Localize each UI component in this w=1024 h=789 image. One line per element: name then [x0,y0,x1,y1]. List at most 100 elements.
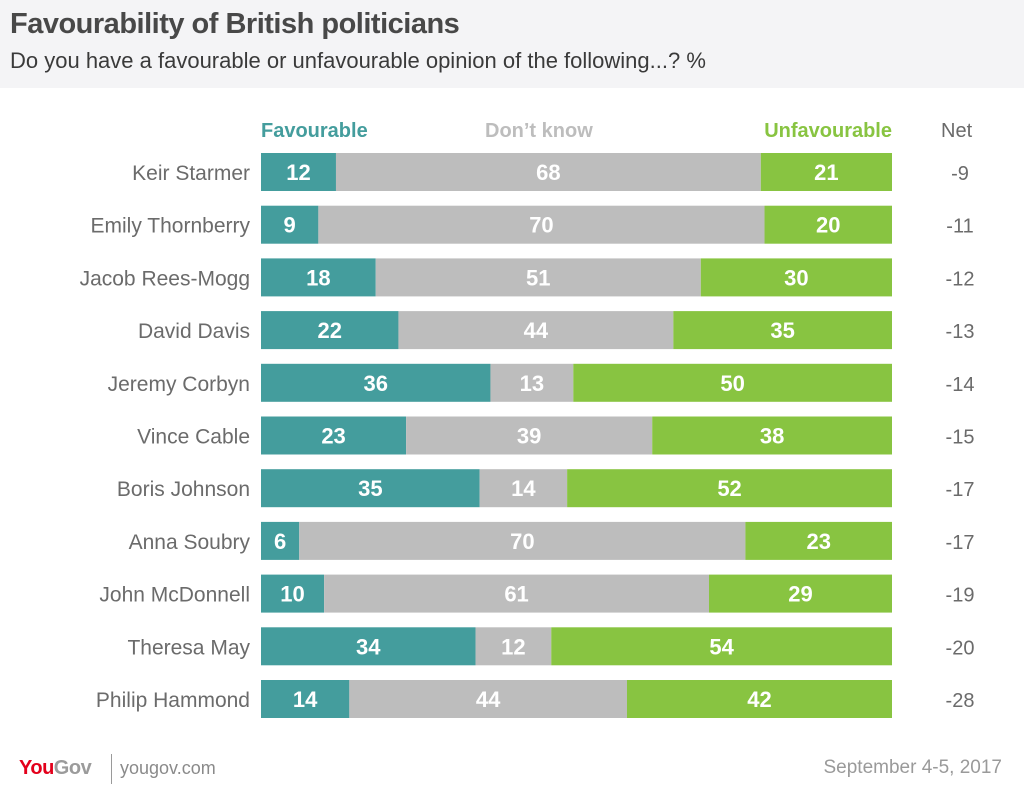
data-label-dont-know: 51 [526,265,550,290]
bar-segment-dont-know [324,574,710,613]
chart-title: Favourability of British politicians [10,8,460,40]
category-label: David Davis [138,320,250,343]
net-value: -9 [951,163,969,185]
data-label-dont-know: 13 [520,371,544,396]
bar-segment-unfavourable [673,311,892,350]
net-value: -17 [946,532,975,554]
data-label-unfavourable: 42 [747,687,771,712]
category-label: Boris Johnson [117,478,250,501]
bar-segment-favourable [261,680,350,718]
category-label: Jacob Rees-Mogg [80,267,250,290]
data-label-unfavourable: 35 [770,318,794,343]
bar-segment-favourable [261,258,376,297]
legend-dont-know: Don’t know [485,120,593,142]
net-value: -28 [946,690,975,712]
bar-row: David Davis 22 44 35 -13 [138,311,975,350]
bar-segment-favourable [261,574,325,613]
data-label-favourable: 23 [321,424,345,449]
category-label: John McDonnell [99,584,250,607]
data-label-dont-know: 70 [510,529,534,554]
data-label-dont-know: 14 [511,476,536,501]
bar-segment-dont-know [375,258,701,297]
net-value: -12 [946,268,975,290]
bar-row: Vince Cable 23 39 38 -15 [137,416,975,455]
data-label-favourable: 22 [317,318,341,343]
data-label-favourable: 12 [286,160,310,185]
bar-segment-unfavourable [652,416,892,455]
data-label-favourable: 9 [284,213,296,238]
bar-segment-dont-know [349,680,627,718]
bar-segment-favourable [261,153,336,191]
data-label-unfavourable: 54 [709,634,734,659]
bar-row: Boris Johnson 35 14 52 -17 [117,469,974,508]
data-label-dont-know: 12 [501,634,525,659]
data-label-favourable: 34 [356,634,381,659]
logo-you-text: You [19,757,54,779]
logo-gov-text: Gov [53,757,92,779]
bar-segment-dont-know [299,521,746,560]
bar-segment-unfavourable [760,153,892,191]
bar-row: Emily Thornberry 9 70 20 -11 [91,205,974,244]
category-label: Vince Cable [137,426,250,449]
bar-segment-favourable [261,311,399,350]
bar-segment-unfavourable [764,205,892,244]
data-label-unfavourable: 52 [717,476,741,501]
net-value: -20 [946,637,975,659]
data-label-dont-know: 39 [517,424,541,449]
bar-segment-unfavourable [567,469,892,508]
bar-row: Keir Starmer 12 68 21 -9 [132,153,969,191]
net-column-header: Net [941,120,973,142]
net-value: -13 [946,321,975,343]
legend-favourable: Favourable [261,120,368,142]
bar-segment-dont-know [318,205,765,244]
data-label-unfavourable: 29 [788,582,812,607]
header-band: Favourability of British politicians Do … [0,0,1024,88]
bar-segment-unfavourable [709,574,892,613]
bar-segment-dont-know [406,416,653,455]
data-label-unfavourable: 23 [806,529,830,554]
net-value: -19 [946,585,975,607]
bar-segment-dont-know [335,153,761,191]
net-value: -11 [946,216,973,238]
data-label-dont-know: 68 [536,160,560,185]
data-label-favourable: 35 [358,476,382,501]
data-label-favourable: 10 [280,582,304,607]
data-label-favourable: 36 [363,371,387,396]
data-label-favourable: 18 [306,265,330,290]
net-value: -14 [946,374,975,396]
bar-segment-favourable [261,627,476,666]
net-value: -15 [946,427,975,449]
data-label-unfavourable: 21 [814,160,838,185]
bar-segment-dont-know [490,363,574,402]
bar-row: Philip Hammond 14 44 42 -28 [96,680,975,718]
category-label: Anna Soubry [129,531,251,554]
bar-segment-unfavourable [700,258,892,297]
bar-segment-favourable [261,469,480,508]
category-label: Emily Thornberry [91,215,251,238]
bar-segment-dont-know [479,469,568,508]
yougov-logo: YouGov [19,757,92,780]
footer-url: yougov.com [120,758,216,778]
data-label-dont-know: 44 [524,318,549,343]
bar-segment-unfavourable [626,680,892,718]
bar-segment-favourable [261,363,491,402]
footer-divider [111,754,112,784]
data-label-dont-know: 44 [476,687,501,712]
category-label: Keir Starmer [132,162,250,185]
bar-row: Theresa May 34 12 54 -20 [127,627,975,666]
bar-segment-favourable [261,416,407,455]
bar-segment-favourable [261,521,300,560]
data-label-dont-know: 61 [504,582,528,607]
bar-segment-favourable [261,205,319,244]
data-label-unfavourable: 50 [720,371,744,396]
category-label: Jeremy Corbyn [108,373,250,396]
bar-row: Jeremy Corbyn 36 13 50 -14 [108,363,975,402]
bar-row: John McDonnell 10 61 29 -19 [99,574,975,613]
data-label-dont-know: 70 [529,213,553,238]
data-label-unfavourable: 38 [760,424,784,449]
data-label-favourable: 6 [274,529,286,554]
data-label-unfavourable: 30 [784,265,808,290]
bar-segment-unfavourable [551,627,892,666]
category-label: Theresa May [127,636,250,659]
